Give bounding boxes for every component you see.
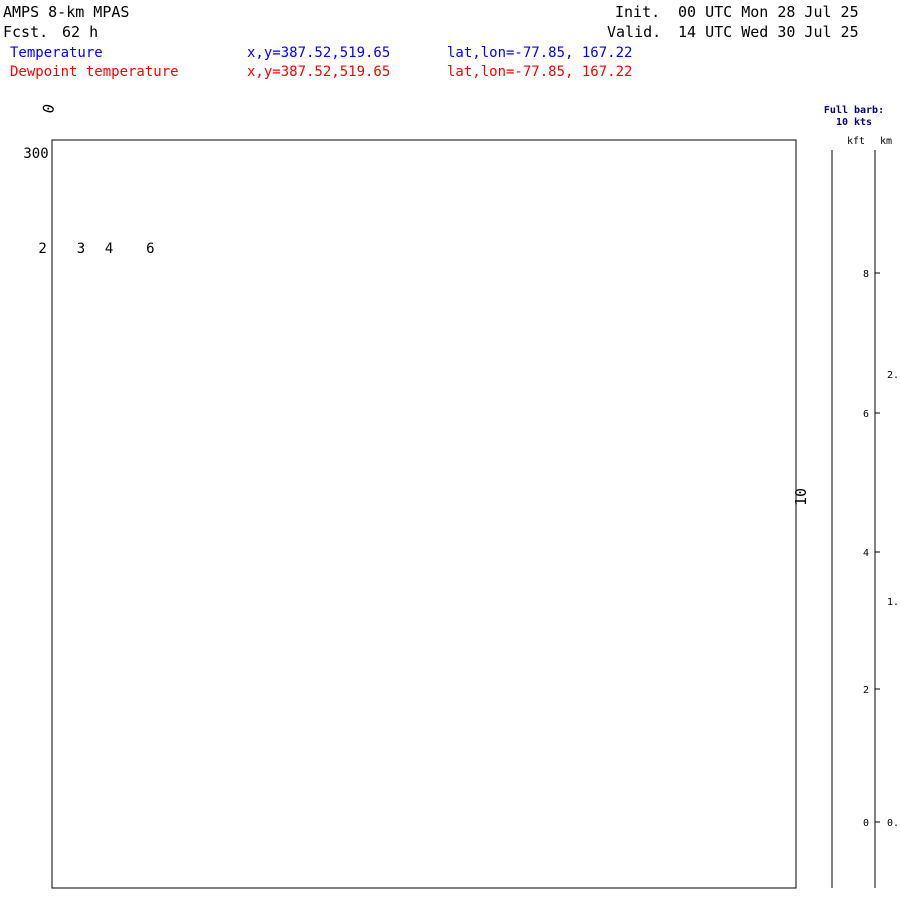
kft-tick-label: 8 xyxy=(863,269,869,280)
init-label: Init. xyxy=(615,3,660,21)
plot-frame xyxy=(51,139,797,889)
barb-note-line1: Full barb: xyxy=(824,105,884,116)
kft-tick-label: 6 xyxy=(863,409,869,420)
km-axis-label: km xyxy=(880,136,892,147)
valid-label: Valid. xyxy=(607,23,661,41)
mixing-ratio-label: 3 xyxy=(77,241,85,257)
mixing-ratio-label: 6 xyxy=(146,241,154,257)
legend-dewpoint-name: Dewpoint temperature xyxy=(10,64,179,80)
km-tick-label: 1. xyxy=(887,597,899,608)
isotherm-label: 0 xyxy=(39,102,59,115)
fcst-label: Fcst. xyxy=(3,23,48,41)
barb-note-line2: 10 kts xyxy=(836,117,872,128)
init-value: 00 UTC Mon 28 Jul 25 xyxy=(678,3,859,21)
kft-tick-label: 2 xyxy=(863,685,869,696)
valid-value: 14 UTC Wed 30 Jul 25 xyxy=(678,23,859,41)
mixing-ratio-label: 4 xyxy=(105,241,113,257)
fcst-value: 62 h xyxy=(62,23,98,41)
km-tick-label: 0. xyxy=(887,818,899,829)
legend-dewpoint-xy: x,y=387.52,519.65 xyxy=(247,64,390,80)
kft-tick-label: 0 xyxy=(863,818,869,829)
kft-tick-label: 4 xyxy=(863,548,869,559)
dry-adiabat-label: 300 xyxy=(23,146,48,162)
model-title: AMPS 8-km MPAS xyxy=(3,3,129,21)
mixing-ratio-label: 2 xyxy=(38,241,46,257)
km-tick-label: 2. xyxy=(887,370,899,381)
legend-temperature-latlon: lat,lon=-77.85, 167.22 xyxy=(447,45,632,61)
legend-temperature-name: Temperature xyxy=(10,45,103,61)
legend-dewpoint-latlon: lat,lon=-77.85, 167.22 xyxy=(447,64,632,80)
legend-temperature-xy: x,y=387.52,519.65 xyxy=(247,45,390,61)
kft-axis-label: kft xyxy=(847,136,865,147)
wind-barb-panel: 0 2 4 6 8 2. 1. 0. xyxy=(831,150,899,888)
isotherm-label-extra: 10 xyxy=(792,488,810,506)
